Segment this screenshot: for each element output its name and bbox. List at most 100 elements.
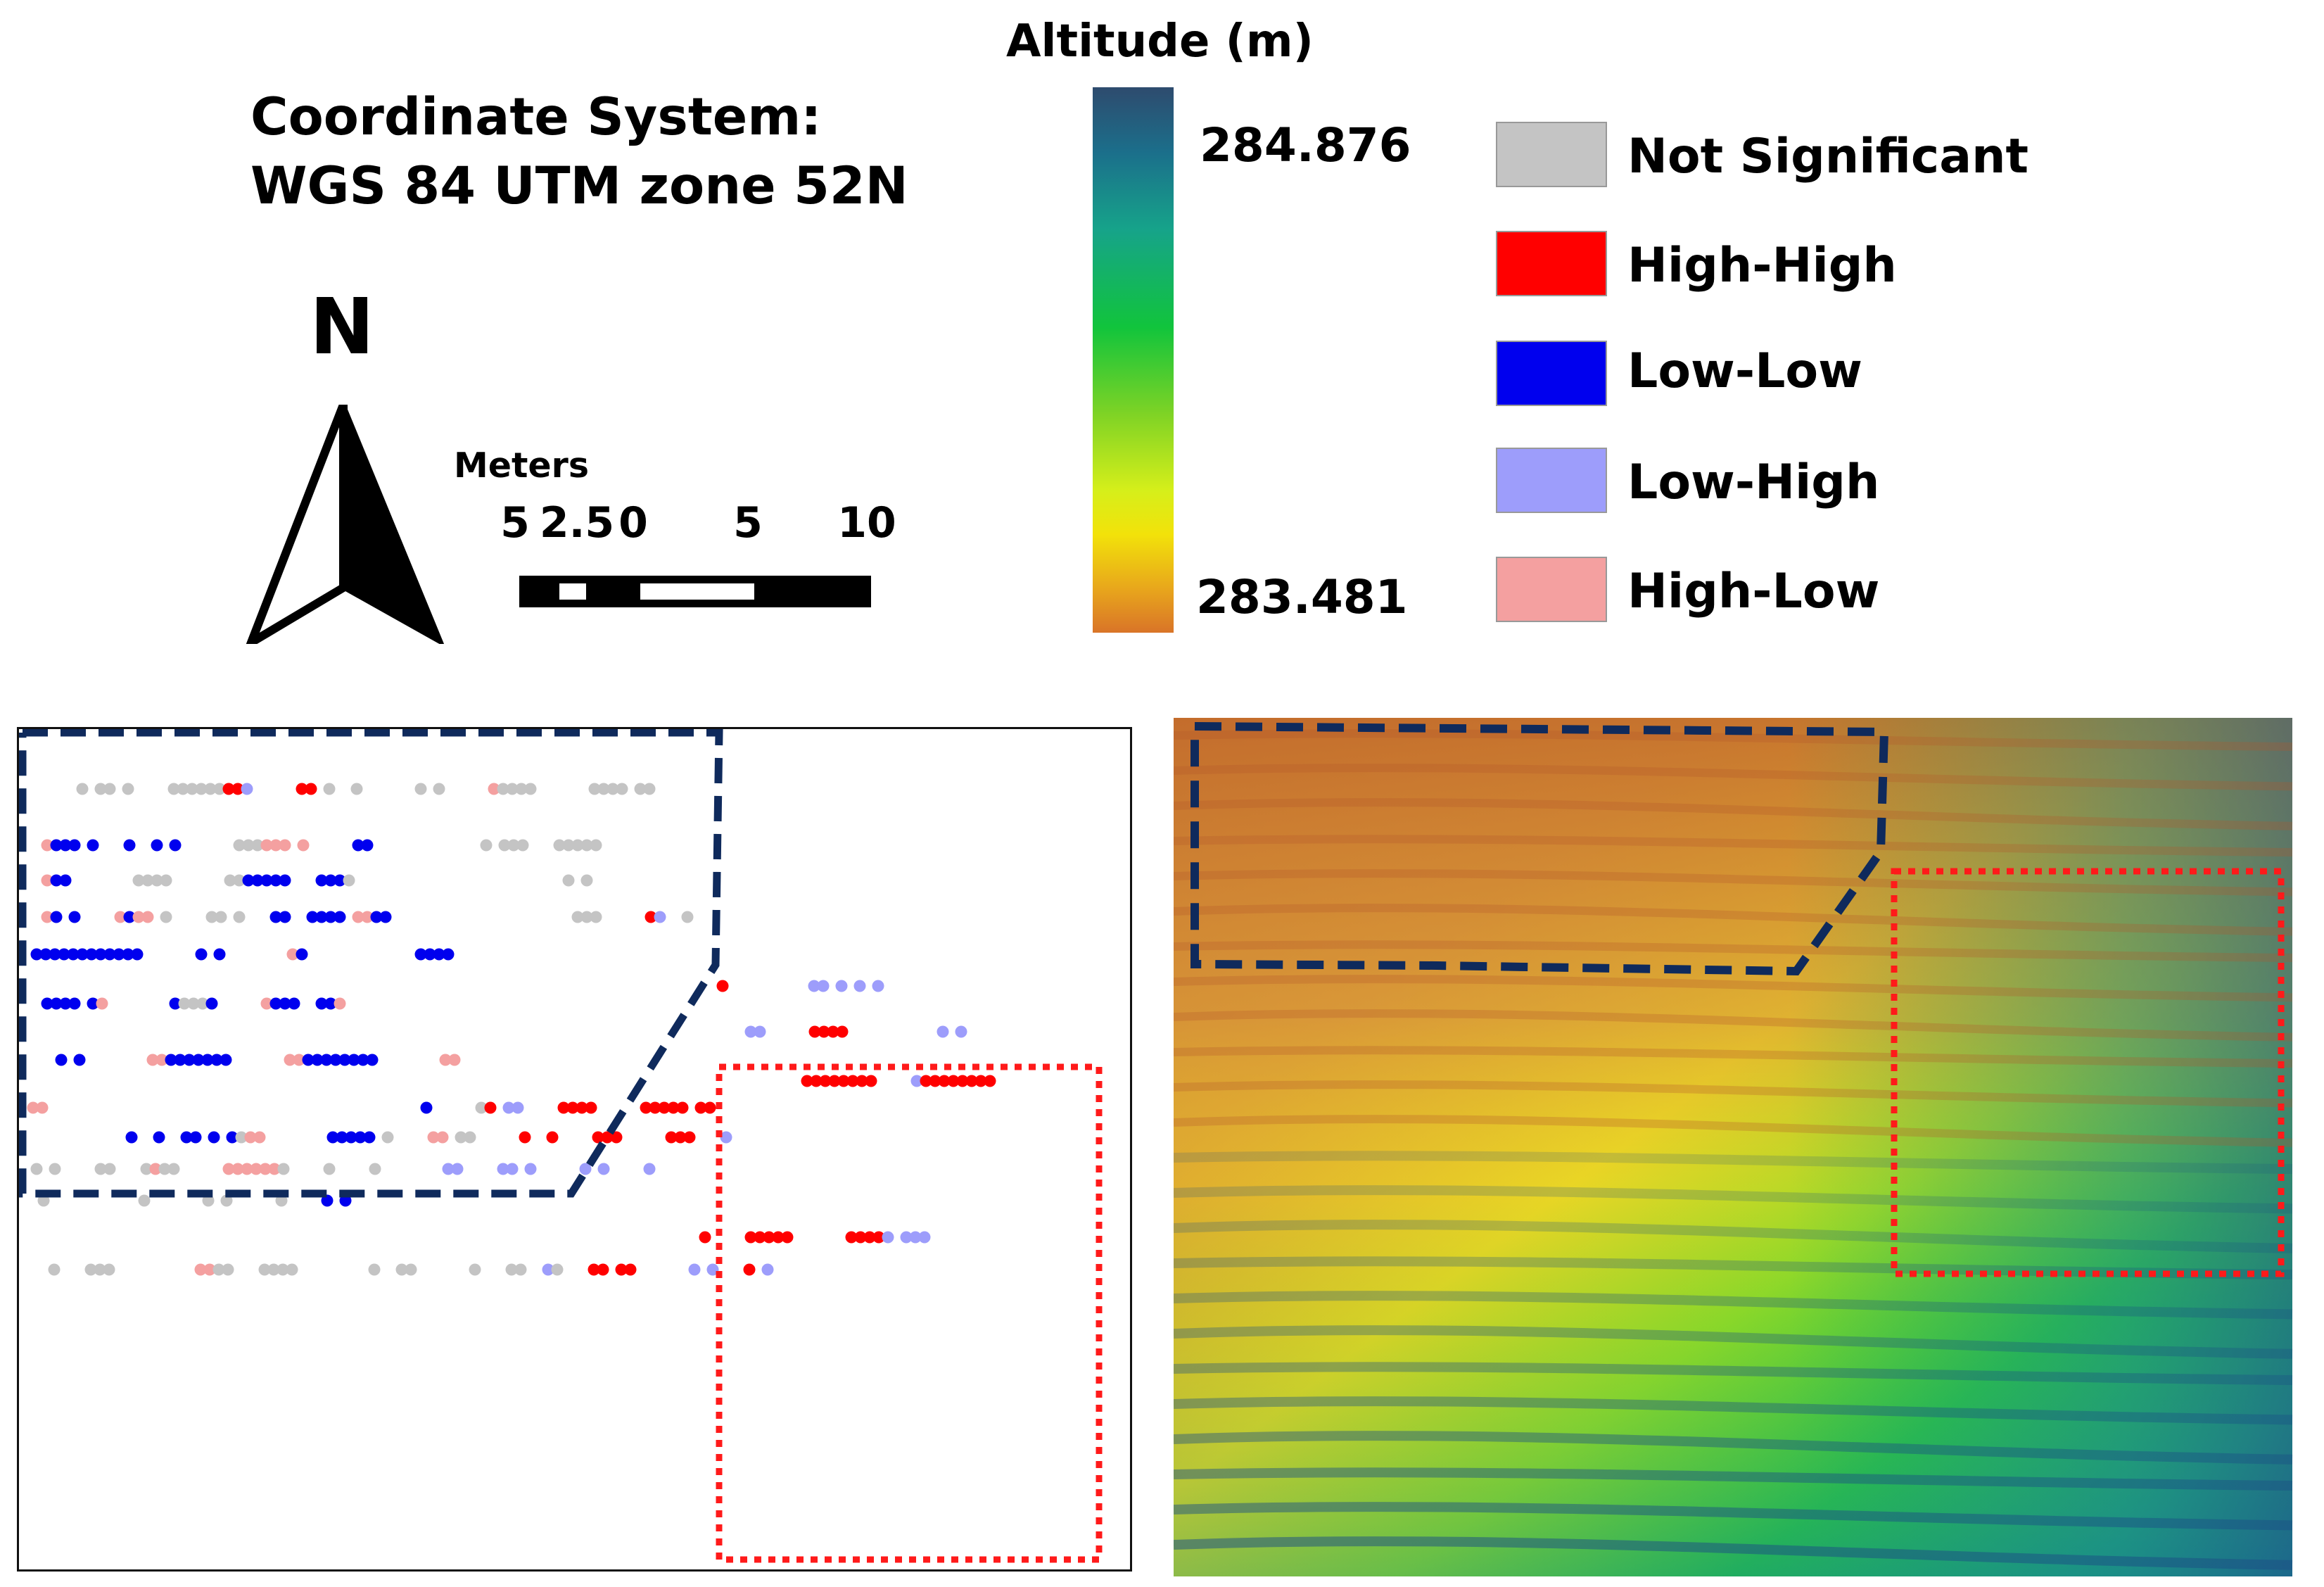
low-low-point xyxy=(370,911,383,923)
low-high-point xyxy=(936,1025,949,1038)
not-significant-point xyxy=(405,1263,417,1276)
coordinate-system-line2: WGS 84 UTM zone 52N xyxy=(250,156,908,216)
low-low-point xyxy=(315,874,328,887)
high-high-point xyxy=(743,1263,756,1276)
high-high-point xyxy=(965,1075,978,1087)
low-low-point xyxy=(324,911,337,923)
high-high-point xyxy=(938,1075,951,1087)
altitude-furrow-stripe xyxy=(1174,764,2293,791)
high-low-point xyxy=(286,948,299,961)
low-low-point xyxy=(315,911,328,923)
high-high-point xyxy=(872,1231,885,1244)
high-high-point xyxy=(716,980,729,992)
low-low-point xyxy=(183,1054,196,1066)
not-significant-point xyxy=(233,839,246,852)
altitude-furrow-stripe xyxy=(1174,940,2293,962)
high-high-point xyxy=(818,1025,830,1038)
altitude-max-label: 284.876 xyxy=(1200,118,1411,172)
high-low-point xyxy=(361,911,374,923)
not-significant-point xyxy=(414,783,427,795)
altitude-furrow-stripe xyxy=(1174,835,2293,856)
high-low-point xyxy=(488,783,500,795)
high-high-point xyxy=(845,1231,858,1244)
low-low-point xyxy=(334,911,346,923)
not-significant-point xyxy=(103,1163,116,1175)
not-significant-point xyxy=(464,1131,476,1144)
high-low-point xyxy=(253,1131,266,1144)
high-low-point xyxy=(284,1054,296,1066)
high-high-point xyxy=(615,1263,628,1276)
low-low-point xyxy=(68,839,81,852)
high-high-point xyxy=(624,1263,637,1276)
high-low-point xyxy=(268,1163,281,1175)
not-significant-point xyxy=(395,1263,408,1276)
low-low-point xyxy=(279,874,291,887)
low-low-point xyxy=(220,1054,232,1066)
low-low-point xyxy=(213,948,226,961)
altitude-furrow-stripe xyxy=(1174,1396,2293,1425)
high-low-point xyxy=(352,911,364,923)
altitude-color-ramp xyxy=(1093,87,1174,633)
legend-swatch-low-high xyxy=(1496,448,1607,513)
low-low-point xyxy=(76,948,89,961)
altitude-furrow-stripe xyxy=(1174,1431,2293,1465)
low-high-point xyxy=(808,980,820,992)
not-significant-point xyxy=(138,1194,151,1207)
low-low-point xyxy=(67,948,80,961)
low-high-point xyxy=(872,980,884,992)
not-significant-point xyxy=(177,783,189,795)
north-arrow-icon xyxy=(246,405,445,644)
low-low-point xyxy=(296,948,308,961)
altitude-furrow-stripe xyxy=(1174,904,2293,936)
scale-tick: 2.5 xyxy=(539,498,615,548)
low-low-point xyxy=(324,874,337,887)
low-low-point xyxy=(85,948,98,961)
not-significant-point xyxy=(37,1194,50,1207)
scale-tick: 0 xyxy=(618,498,648,548)
not-significant-point xyxy=(643,783,656,795)
altitude-furrow-stripe xyxy=(1174,1502,2293,1531)
low-low-point xyxy=(269,874,282,887)
high-high-point xyxy=(863,1231,876,1244)
high-low-point xyxy=(269,839,282,852)
not-significant-point xyxy=(469,1263,481,1276)
high-low-point xyxy=(259,1163,272,1175)
not-significant-point xyxy=(607,783,619,795)
high-low-point xyxy=(149,1163,162,1175)
low-low-point xyxy=(123,911,136,923)
high-low-point xyxy=(41,911,53,923)
not-significant-point xyxy=(571,839,584,852)
altitude-furrow-stripe xyxy=(1174,1467,2293,1491)
high-high-point xyxy=(836,1025,849,1038)
low-low-point xyxy=(68,911,81,923)
low-low-point xyxy=(288,997,300,1010)
not-significant-point xyxy=(350,783,363,795)
low-high-point xyxy=(754,1025,766,1038)
cluster-points-layer xyxy=(19,729,1103,1563)
low-low-point xyxy=(361,839,374,852)
not-significant-point xyxy=(167,1163,180,1175)
high-high-point xyxy=(519,1131,531,1144)
low-low-point xyxy=(226,1131,239,1144)
northwest-dashed-region-outline xyxy=(19,729,723,1198)
legend-label-high-low: High-Low xyxy=(1627,564,1880,619)
high-high-point xyxy=(576,1101,588,1114)
high-low-point xyxy=(260,997,273,1010)
not-significant-point xyxy=(222,1263,234,1276)
low-low-point xyxy=(210,1054,223,1066)
high-low-point xyxy=(146,1054,159,1066)
high-high-point xyxy=(557,1101,570,1114)
high-high-point xyxy=(649,1101,661,1114)
low-low-point xyxy=(39,948,52,961)
not-significant-point xyxy=(233,911,246,923)
low-low-point xyxy=(151,839,163,852)
not-significant-point xyxy=(497,783,509,795)
low-low-point xyxy=(363,1131,376,1144)
high-low-point xyxy=(293,1054,305,1066)
not-significant-point xyxy=(562,839,575,852)
not-significant-point xyxy=(94,1163,107,1175)
low-high-point xyxy=(688,1263,701,1276)
high-high-point xyxy=(920,1075,932,1087)
high-high-point xyxy=(810,1075,823,1087)
low-low-point xyxy=(242,874,255,887)
